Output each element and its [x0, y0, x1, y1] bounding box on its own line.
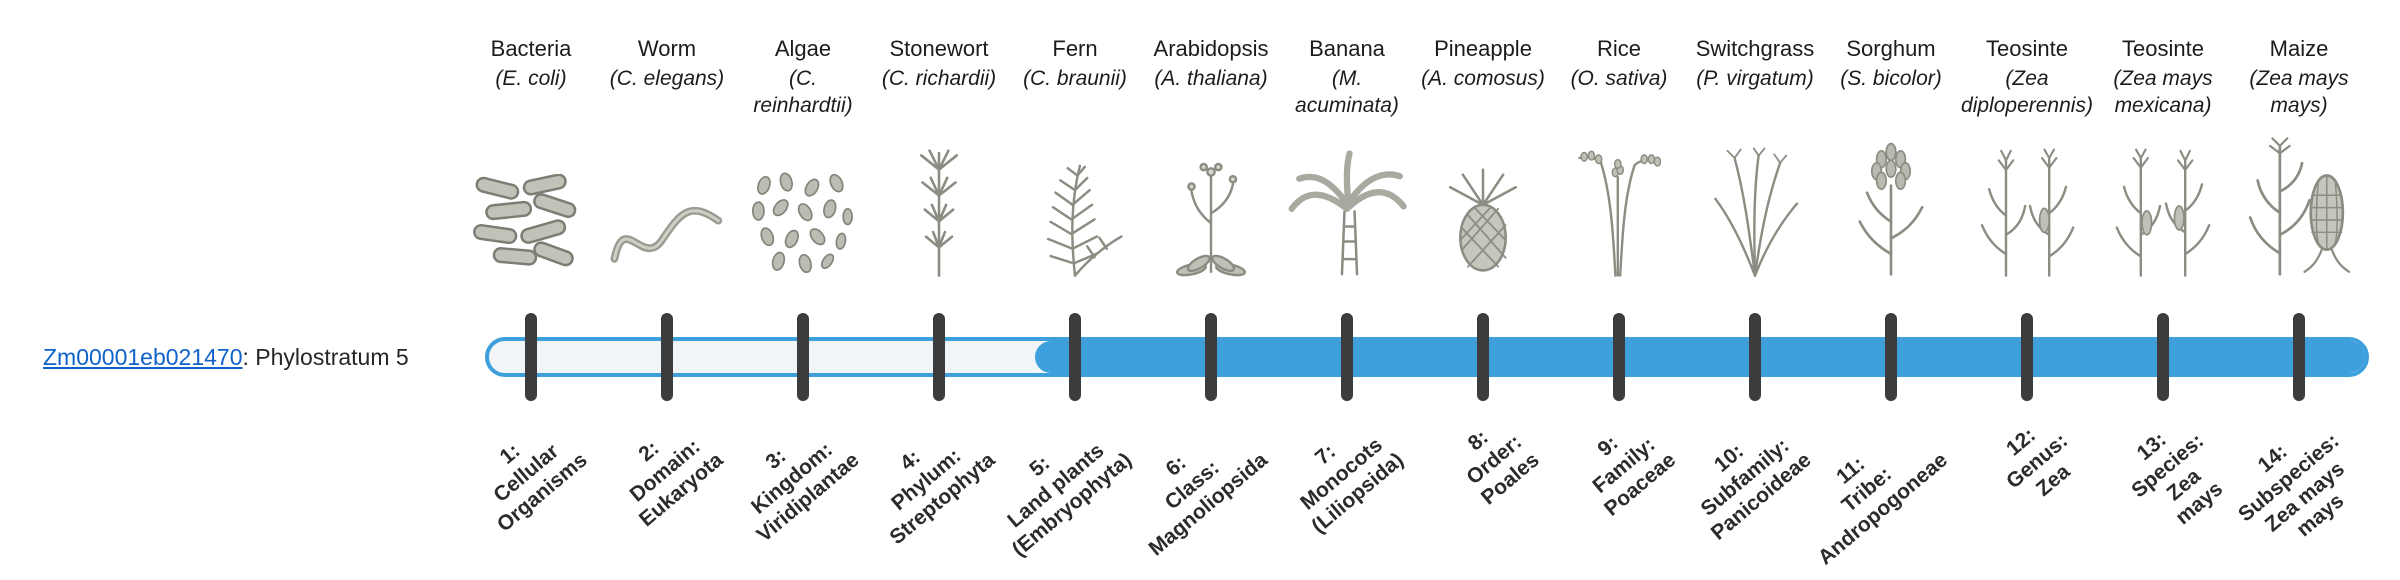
taxon-common-name: Fern — [1052, 36, 1098, 61]
phylostratum-tick — [933, 313, 945, 401]
taxon-common-name: Arabidopsis — [1153, 36, 1269, 61]
taxon-column: Bacteria (E. coli) 1: Cellular Organisms — [463, 0, 599, 580]
taxon-scientific-name: (C. reinhardtii) — [753, 67, 853, 117]
taxon-column: Sorghum (S. bicolor) 11: Tribe: Andropogone… — [1814, 0, 1959, 580]
taxon-scientific-name: (C. richardii) — [881, 67, 997, 91]
taxon-column: Pineapple (A. comosus) 8: Order: Poales — [1415, 0, 1551, 580]
phylostratum-tick — [1749, 313, 1761, 401]
phylostratum-tick — [2293, 313, 2305, 401]
teosinte-icon-2 — [2095, 128, 2231, 278]
sorghum-icon — [1823, 128, 1959, 278]
taxon-scientific-name: (A. comosus) — [1421, 67, 1545, 91]
banana-icon — [1279, 128, 1415, 278]
taxon-scientific-name: (Zea mays mays) — [2249, 67, 2349, 117]
worm-icon — [599, 128, 735, 278]
taxon-scientific-name: (E. coli) — [495, 67, 567, 91]
phylostratum-label: 1: Cellular Organisms — [489, 439, 592, 537]
taxon-common-name: Sorghum — [1846, 36, 1936, 61]
taxon-scientific-name: (Zea diploperennis) — [1961, 67, 2093, 117]
bacteria-icon — [463, 128, 599, 278]
phylostratum-tick — [797, 313, 809, 401]
pineapple-icon — [1415, 128, 1551, 278]
phylostratum-tick — [1341, 313, 1353, 401]
phylostratum-label: 9: Family: Poaceae — [1588, 431, 1680, 521]
taxon-common-name: Maize — [2269, 36, 2329, 61]
fern-icon — [1007, 128, 1143, 278]
phylostratum-label: 12: Genus: Zea — [2001, 423, 2074, 501]
taxon-common-name: Banana — [1309, 36, 1385, 61]
taxon-column: Banana (M. acuminata) 7: Monocots (Liliopsi… — [1279, 0, 1415, 580]
taxon-scientific-name: (Zea mays mexicana) — [2113, 67, 2213, 117]
taxon-column: Stonewort (C. richardii) 4: Phylum: Strepto… — [871, 0, 1007, 580]
rice-icon — [1551, 128, 1687, 278]
arabidopsis-icon — [1143, 128, 1279, 278]
phylostratum-label: 2: Domain: Eukaryota — [625, 434, 728, 531]
taxon-scientific-name: (S. bicolor) — [1840, 67, 1942, 91]
phylostratum-label: 14: Subspecies: Zea mays mays — [2234, 428, 2349, 542]
taxon-column: Teosinte (Zea mays mexicana) 13: Species: Z… — [2095, 0, 2231, 580]
stonewort-icon — [871, 128, 1007, 278]
gene-phylostratum-text: : Phylostratum 5 — [242, 344, 409, 370]
taxon-column: Arabidopsis (A. thaliana) 6: Class: Magnoli… — [1143, 0, 1279, 580]
taxon-column: Algae (C. reinhardtii) 3: Kingdom: Viridipl… — [735, 0, 871, 580]
phylostratum-tick — [1613, 313, 1625, 401]
taxa-columns: Bacteria (E. coli) 1: Cellular Organisms Wor… — [463, 0, 2367, 580]
phylostratum-tick — [1477, 313, 1489, 401]
taxon-common-name: Teosinte — [2122, 36, 2204, 61]
taxon-scientific-name: (M. acuminata) — [1295, 67, 1399, 117]
taxon-scientific-name: (O. sativa) — [1570, 67, 1668, 91]
taxon-common-name: Switchgrass — [1695, 36, 1815, 61]
maize-icon — [2231, 128, 2367, 278]
taxon-column: Fern (C. braunii) 5: Land plants (Embryophy… — [1003, 0, 1143, 580]
switchgrass-icon — [1687, 128, 1823, 278]
phylostratum-tick — [661, 313, 673, 401]
phylostratum-bar-fill — [1035, 341, 2365, 373]
teosinte-icon-1 — [1959, 128, 2095, 278]
phylostratum-label: 3: Kingdom: Viridiplantae — [747, 437, 864, 547]
taxon-column: Teosinte (Zea diploperennis) 12: Genus: Zea — [1959, 0, 2095, 580]
phylostratum-tick — [1069, 313, 1081, 401]
taxon-common-name: Teosinte — [1986, 36, 2068, 61]
taxon-common-name: Pineapple — [1434, 36, 1532, 61]
taxon-scientific-name: (P. virgatum) — [1696, 67, 1814, 91]
phylostratum-label: 13: Species: Zea mays — [2126, 428, 2228, 530]
phylostratum-tick — [1885, 313, 1897, 401]
phylostratum-tick — [1205, 313, 1217, 401]
taxon-common-name: Worm — [637, 36, 697, 61]
phylostratum-tick — [2021, 313, 2033, 401]
phylostratum-tick — [525, 313, 537, 401]
taxon-column: Rice (O. sativa) 9: Family: Poaceae — [1551, 0, 1687, 580]
gene-link[interactable]: Zm00001eb021470 — [43, 344, 243, 370]
taxon-scientific-name: (C. braunii) — [1023, 67, 1127, 91]
taxon-common-name: Stonewort — [889, 36, 989, 61]
taxon-common-name: Rice — [1596, 36, 1641, 61]
taxon-column: Maize (Zea mays mays) 14: Subspecies: Zea m… — [2231, 0, 2367, 580]
taxon-column: Worm (C. elegans) 2: Domain: Eukaryota — [599, 0, 735, 580]
taxon-column: Switchgrass (P. virgatum) 10: Subfamily: Pa… — [1687, 0, 1823, 580]
taxon-scientific-name: (A. thaliana) — [1154, 67, 1268, 91]
phylostratum-label: 4: Phylum: Streptophyta — [885, 443, 1000, 549]
algae-icon — [735, 128, 871, 278]
taxon-common-name: Bacteria — [490, 36, 572, 61]
taxon-common-name: Algae — [774, 36, 832, 61]
phylostratum-label: 7: Monocots (Liliopsida) — [1296, 433, 1408, 538]
gene-label: Zm00001eb021470: Phylostratum 5 — [43, 344, 409, 371]
phylostratum-label: 8: Order: Poales — [1462, 425, 1544, 510]
taxon-scientific-name: (C. elegans) — [609, 67, 725, 91]
phylostratum-tick — [2157, 313, 2169, 401]
